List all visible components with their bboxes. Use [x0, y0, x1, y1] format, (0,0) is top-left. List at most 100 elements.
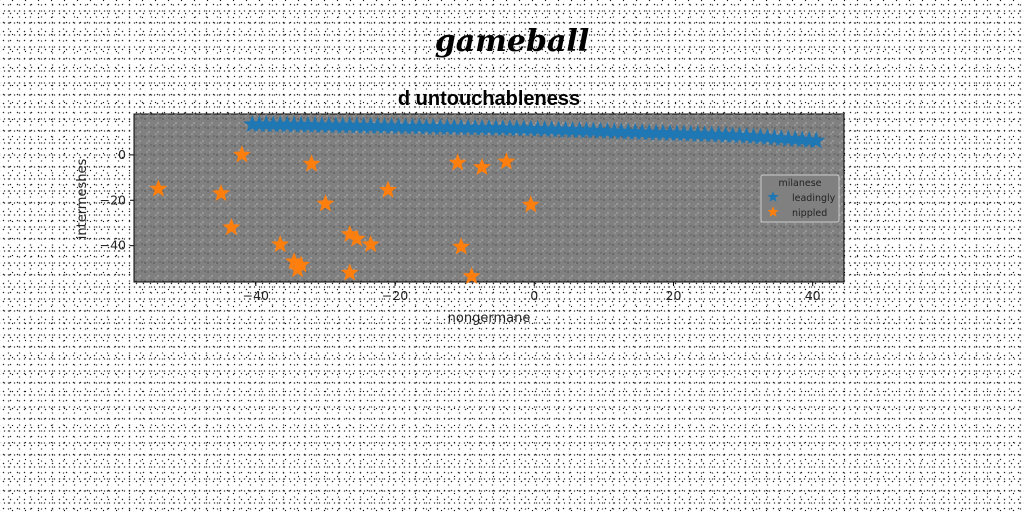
- data-point-leadingly: [452, 118, 471, 136]
- series-nippled: [149, 145, 540, 285]
- data-point-leadingly: [479, 118, 499, 136]
- data-point-leadingly: [688, 124, 707, 143]
- data-point-leadingly: [653, 123, 673, 141]
- data-point-leadingly: [368, 116, 387, 135]
- data-point-leadingly: [716, 125, 735, 144]
- data-point-leadingly: [577, 121, 596, 139]
- data-point-leadingly: [326, 116, 345, 134]
- data-point-leadingly: [473, 118, 492, 136]
- data-point-leadingly: [403, 117, 422, 135]
- data-point-leadingly: [347, 116, 366, 134]
- data-point-nippled: [292, 255, 311, 273]
- data-point-leadingly: [535, 119, 554, 138]
- data-point-leadingly: [598, 121, 617, 140]
- data-point-leadingly: [702, 125, 721, 143]
- data-point-nippled: [462, 266, 481, 285]
- legend-label-leadingly: leadingly: [792, 193, 836, 204]
- data-point-leadingly: [389, 117, 408, 135]
- data-point-leadingly: [278, 115, 297, 133]
- data-point-leadingly: [647, 123, 666, 141]
- data-point-nippled: [497, 152, 516, 170]
- data-point-leadingly: [514, 119, 533, 137]
- data-point-leadingly: [542, 120, 561, 138]
- legend-label-nippled: nippled: [792, 208, 827, 219]
- legend-marker-leadingly: [767, 191, 779, 202]
- data-point-leadingly: [549, 120, 568, 138]
- x-tick-label: −20: [382, 288, 408, 303]
- data-point-leadingly: [410, 117, 429, 135]
- figure-suptitle: gameball: [434, 24, 590, 59]
- data-point-nippled: [379, 180, 398, 198]
- data-point-leadingly: [709, 125, 728, 143]
- data-point-leadingly: [361, 116, 380, 135]
- data-point-leadingly: [250, 115, 269, 133]
- data-point-leadingly: [633, 123, 652, 141]
- x-tick-label: −40: [243, 288, 269, 303]
- data-point-nippled: [285, 252, 304, 270]
- data-point-nippled: [211, 183, 231, 202]
- data-point-leadingly: [466, 118, 485, 136]
- data-point-leadingly: [507, 119, 526, 137]
- data-point-leadingly: [396, 117, 415, 135]
- data-point-leadingly: [626, 122, 645, 141]
- data-point-leadingly: [660, 124, 680, 142]
- data-point-leadingly: [264, 115, 283, 133]
- data-point-leadingly: [570, 121, 589, 139]
- x-tick-label: 0: [530, 288, 538, 303]
- data-point-nippled: [340, 263, 359, 281]
- data-point-leadingly: [312, 116, 331, 134]
- x-tick-label: 20: [666, 288, 682, 303]
- y-tick-label: −20: [100, 192, 126, 207]
- data-point-nippled: [232, 145, 251, 163]
- data-point-leadingly: [354, 116, 373, 134]
- data-point-nippled: [222, 218, 241, 236]
- data-point-leadingly: [619, 122, 638, 140]
- data-point-nippled: [361, 235, 380, 253]
- y-axis-label: intermeshes: [75, 159, 90, 240]
- y-tick-label: 0: [118, 147, 126, 162]
- series-leadingly: [243, 114, 826, 149]
- data-point-nippled: [448, 153, 467, 171]
- data-point-leadingly: [431, 118, 450, 136]
- data-point-leadingly: [528, 119, 547, 137]
- data-point-nippled: [340, 224, 359, 243]
- data-point-nippled: [521, 195, 540, 213]
- data-point-leadingly: [521, 119, 540, 137]
- data-point-leadingly: [271, 115, 290, 133]
- data-point-leadingly: [298, 115, 318, 134]
- data-point-leadingly: [605, 122, 624, 140]
- data-point-leadingly: [563, 120, 582, 139]
- legend-marker-nippled: [767, 206, 779, 217]
- data-point-nippled: [302, 154, 321, 172]
- data-point-leadingly: [459, 118, 478, 136]
- data-point-leadingly: [285, 115, 304, 133]
- y-tick-label: −40: [100, 238, 126, 253]
- data-point-nippled: [271, 235, 290, 253]
- data-point-leadingly: [723, 126, 742, 144]
- data-point-nippled: [473, 157, 492, 176]
- data-point-leadingly: [486, 118, 505, 137]
- data-point-leadingly: [612, 122, 631, 140]
- data-point-leadingly: [584, 121, 603, 139]
- data-point-nippled: [452, 237, 471, 255]
- data-point-leadingly: [493, 119, 512, 137]
- data-point-leadingly: [382, 117, 401, 135]
- data-point-leadingly: [695, 125, 714, 143]
- data-point-leadingly: [556, 120, 575, 138]
- data-point-nippled: [149, 179, 168, 197]
- data-point-leadingly: [674, 124, 693, 142]
- data-point-nippled: [347, 229, 366, 247]
- series-layer: [149, 114, 826, 285]
- data-point-leadingly: [667, 124, 686, 142]
- data-point-leadingly: [319, 116, 338, 134]
- axis-ticks: −40 −20 0 20 40 0 −20 −40: [100, 147, 821, 303]
- data-point-leadingly: [305, 115, 325, 134]
- x-tick-label: 40: [805, 288, 821, 303]
- chart-title: d untouchableness: [398, 88, 580, 110]
- data-point-leadingly: [438, 118, 457, 136]
- data-point-leadingly: [333, 116, 352, 134]
- data-point-leadingly: [640, 123, 659, 141]
- data-point-leadingly: [417, 117, 436, 135]
- legend-title: milanese: [778, 178, 821, 189]
